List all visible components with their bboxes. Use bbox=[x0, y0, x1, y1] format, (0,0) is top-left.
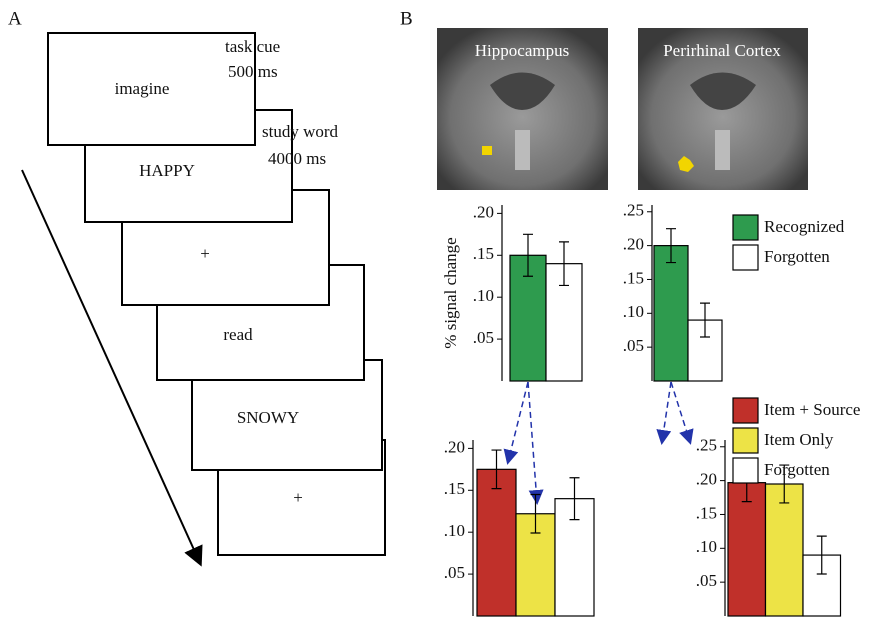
bar bbox=[477, 469, 516, 616]
legend-label: Recognized bbox=[764, 217, 845, 236]
panel-label: B bbox=[400, 8, 413, 29]
slide-text: SNOWY bbox=[237, 408, 299, 427]
y-tick-label: .15 bbox=[444, 479, 465, 498]
y-tick-label: .05 bbox=[444, 563, 465, 582]
y-tick-label: .05 bbox=[696, 571, 717, 590]
y-tick-label: .15 bbox=[623, 268, 644, 287]
y-tick-label: .25 bbox=[696, 436, 717, 455]
brain-image: Perirhinal Cortex bbox=[638, 28, 808, 190]
annotation: 500 ms bbox=[228, 62, 278, 81]
y-tick-label: .20 bbox=[473, 202, 494, 221]
slide-text: read bbox=[223, 325, 253, 344]
y-tick-label: .15 bbox=[696, 503, 717, 522]
slide-text: + bbox=[200, 244, 210, 263]
y-tick-label: .20 bbox=[696, 470, 717, 489]
legend-swatch bbox=[733, 245, 758, 270]
y-tick-label: .10 bbox=[623, 302, 644, 321]
annotation: task cue bbox=[225, 37, 280, 56]
annotation: study word bbox=[262, 122, 339, 141]
slide-text: + bbox=[293, 488, 303, 507]
slide-text: imagine bbox=[115, 79, 170, 98]
brain-label: Perirhinal Cortex bbox=[663, 41, 781, 60]
figure: A B imagine HAPPY + read SNOWY + task cue 500… bbox=[0, 0, 892, 619]
bar bbox=[728, 483, 766, 616]
legend-swatch bbox=[733, 428, 758, 453]
y-tick-label: .10 bbox=[473, 286, 494, 305]
slide-text: HAPPY bbox=[139, 161, 195, 180]
legend-swatch bbox=[733, 215, 758, 240]
legend-label: Item Only bbox=[764, 430, 834, 449]
y-tick-label: .10 bbox=[696, 537, 717, 556]
y-axis-label: % signal change bbox=[441, 237, 460, 348]
y-tick-label: .15 bbox=[473, 244, 494, 263]
legend-swatch bbox=[733, 458, 758, 483]
panel-label: A bbox=[8, 8, 22, 29]
y-tick-label: .05 bbox=[473, 328, 494, 347]
brain-label: Hippocampus bbox=[475, 41, 569, 60]
brain-image: Hippocampus bbox=[437, 28, 608, 190]
projection-arrows bbox=[508, 382, 690, 502]
y-tick-label: .10 bbox=[444, 521, 465, 540]
y-tick-label: .20 bbox=[444, 437, 465, 456]
y-tick-label: .25 bbox=[623, 201, 644, 220]
y-tick-label: .05 bbox=[623, 336, 644, 355]
annotation: 4000 ms bbox=[268, 149, 326, 168]
legend-label: Item + Source bbox=[764, 400, 860, 419]
legend-swatch bbox=[733, 398, 758, 423]
legend-label: Forgotten bbox=[764, 460, 830, 479]
trial-sequence: imagine HAPPY + read SNOWY + bbox=[48, 33, 385, 555]
bar bbox=[654, 246, 688, 381]
legend-label: Forgotten bbox=[764, 247, 830, 266]
y-tick-label: .20 bbox=[623, 235, 644, 254]
bar bbox=[766, 484, 804, 616]
page: A B imagine HAPPY + read SNOWY + task cue 500… bbox=[0, 0, 892, 619]
